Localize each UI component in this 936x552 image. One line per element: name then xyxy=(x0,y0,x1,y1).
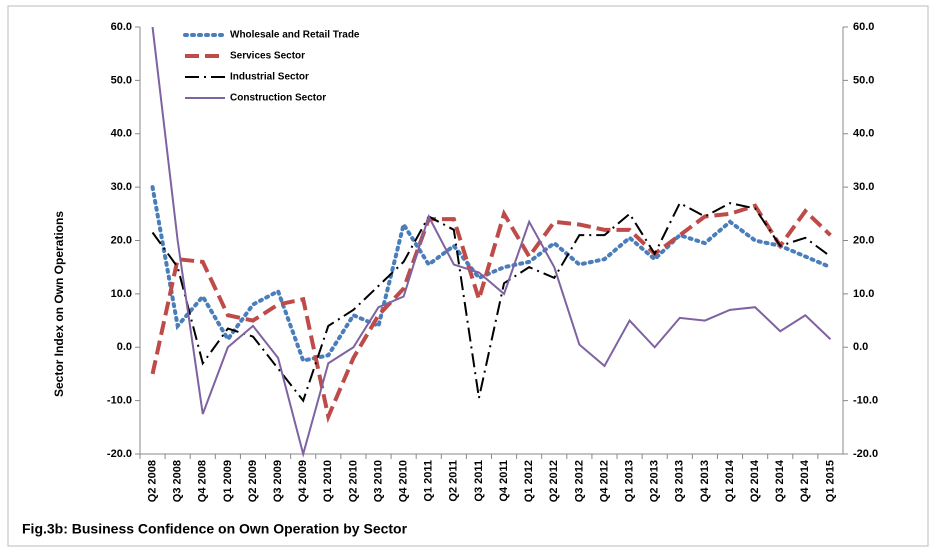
y-tick-label: -10.0 xyxy=(107,395,132,407)
series-line xyxy=(151,26,832,458)
legend-label: Industrial Sector xyxy=(230,72,309,83)
x-tick-label: Q2 2011 xyxy=(448,460,460,502)
y2-tick-label: 50.0 xyxy=(853,74,874,86)
x-tick-label: Q1 2015 xyxy=(824,460,836,502)
y2-tick-label: 20.0 xyxy=(853,234,874,246)
x-tick-label: Q4 2008 xyxy=(197,460,209,502)
x-tick-label: Q4 2009 xyxy=(297,460,309,502)
legend-label: Wholesale and Retail Trade xyxy=(230,30,360,41)
x-tick-label: Q4 2011 xyxy=(498,460,510,502)
y-tick-label: 10.0 xyxy=(111,288,132,300)
y2-tick-label: -10.0 xyxy=(853,395,878,407)
y2-tick-label: 60.0 xyxy=(853,21,874,33)
x-tick-label: Q3 2009 xyxy=(272,460,284,502)
x-tick-label: Q2 2008 xyxy=(146,460,158,502)
y2-tick-label: 0.0 xyxy=(853,341,868,353)
y-tick-label: 30.0 xyxy=(111,181,132,193)
series-line xyxy=(151,201,832,403)
x-tick-label: Q4 2012 xyxy=(598,460,610,502)
y2-tick-label: -20.0 xyxy=(853,448,878,460)
y-tick-label: 60.0 xyxy=(111,21,132,33)
x-tick-label: Q1 2010 xyxy=(322,460,334,502)
x-tick-label: Q2 2009 xyxy=(247,460,259,502)
x-tick-label: Q2 2010 xyxy=(347,460,359,502)
y-tick-label: 50.0 xyxy=(111,74,132,86)
y2-tick-label: 10.0 xyxy=(853,288,874,300)
x-tick-label: Q1 2011 xyxy=(423,460,435,502)
x-tick-label: Q1 2014 xyxy=(724,459,736,502)
x-tick-label: Q3 2014 xyxy=(774,459,786,502)
x-tick-label: Q4 2013 xyxy=(699,460,711,502)
series-line xyxy=(150,203,832,424)
y-tick-label: 20.0 xyxy=(111,234,132,246)
x-tick-label: Q4 2010 xyxy=(398,460,410,502)
x-tick-label: Q3 2010 xyxy=(372,460,384,502)
y-axis-title: Sector Index on Own Operations xyxy=(52,211,66,397)
x-tick-label: Q3 2013 xyxy=(674,460,686,502)
x-tick-label: Q4 2014 xyxy=(799,459,811,502)
x-tick-label: Q2 2012 xyxy=(548,460,560,502)
x-tick-label: Q1 2009 xyxy=(222,460,234,502)
y-tick-label: 40.0 xyxy=(111,128,132,140)
x-tick-label: Q2 2014 xyxy=(749,459,761,502)
y-tick-label: 0.0 xyxy=(117,341,132,353)
x-tick-label: Q3 2011 xyxy=(473,460,485,502)
x-tick-label: Q1 2013 xyxy=(623,460,635,502)
y2-tick-label: 40.0 xyxy=(853,128,874,140)
x-tick-label: Q3 2012 xyxy=(573,460,585,502)
legend-label: Services Sector xyxy=(230,51,305,62)
x-tick-label: Q3 2008 xyxy=(172,460,184,502)
series-line xyxy=(150,185,833,363)
caption: Fig.3b: Business Confidence on Own Opera… xyxy=(22,521,408,537)
x-tick-label: Q1 2012 xyxy=(523,460,535,502)
y-tick-label: -20.0 xyxy=(107,448,132,460)
x-tick-label: Q2 2013 xyxy=(649,460,661,502)
legend-label: Construction Sector xyxy=(230,93,326,104)
y2-tick-label: 30.0 xyxy=(853,181,874,193)
